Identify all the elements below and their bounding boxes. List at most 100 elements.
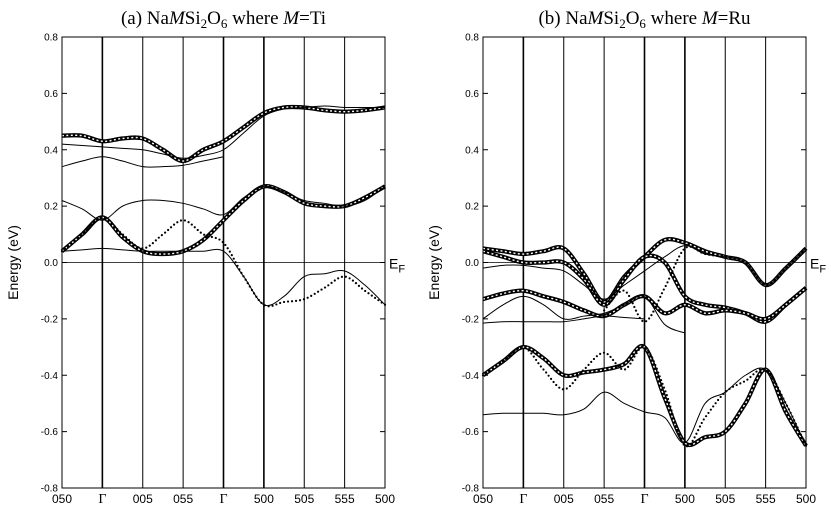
band-curve-6 [61,247,386,307]
band-curve-2 [482,245,807,300]
band-dot [504,357,508,361]
band-dot [657,299,660,302]
y-tick-label: -0.6 [462,427,480,438]
band-dot [617,365,620,368]
band-dot [674,262,677,265]
band-dot [290,300,294,303]
band-dot [618,290,621,293]
band-dot [662,386,666,389]
band-dot [169,226,173,229]
band-dot [629,298,633,301]
band-dot [636,313,639,316]
band-dot [712,405,715,408]
kpoint-label: Γ [219,492,227,507]
band-dot [631,302,634,305]
y-tick-label: -0.2 [41,314,59,325]
band-dot [193,226,196,229]
panel-ru: (b) NaMSi2O6 where M=Ru Energy (eV) 0.8 0.6… [426,8,826,507]
band-dot [749,375,752,379]
band-dot [348,277,351,280]
band-dot [568,384,572,388]
band-curve-fill [61,106,386,162]
kpoint-label: 005 [554,492,574,506]
band-dot [316,290,320,293]
band-dot [654,363,657,367]
band-dot [520,345,523,349]
band-dot [611,358,615,362]
band-dot [660,292,664,295]
band-dot [351,279,355,282]
band-dot [501,360,504,363]
band-dot [662,288,665,291]
band-dot [555,383,558,387]
band-dot [605,306,608,309]
band-dot [709,408,712,411]
band-dot [649,352,652,356]
band-dot [491,367,494,370]
band-dot [704,252,707,256]
band-dot [364,289,367,293]
band-dot [739,382,742,385]
band-dot [306,296,309,299]
band-dot [145,246,148,249]
band-dot [655,303,659,306]
band-dot [758,368,761,371]
band-dot [228,250,231,253]
band-dot [561,388,565,391]
band-dot [678,255,681,258]
band-dot [657,371,660,374]
band-dot [707,411,710,415]
band-dot [206,235,210,238]
band-dot [650,314,653,317]
band-dot [645,320,648,323]
band-dot [670,409,673,412]
band-dot [691,439,694,442]
band-dot [672,417,675,420]
band-dot [689,443,692,446]
band-dot [337,277,340,280]
panel-ti: (a) NaMSi2O6 where M=Ti Energy (eV) 0.8 0.6… [5,8,405,507]
band-dot [232,257,235,260]
band-dot [354,282,358,285]
band-dot [669,405,672,408]
band-dot [704,415,708,418]
kpoint-label: 005 [133,492,153,506]
band-dot [659,378,663,382]
band-dot [668,277,671,280]
band-curve-4 [61,185,386,221]
band-dot [157,236,160,239]
band-dot [224,243,227,247]
band-dot [160,233,163,237]
band-dot [167,228,170,232]
y-tick-label: 0.0 [465,258,479,269]
band-dot [498,362,501,365]
fermi-level-label: EF [810,256,826,276]
band-dot [93,220,96,223]
band-dot [735,383,738,387]
band-dot [698,425,702,428]
kpoint-label: 055 [594,492,614,506]
band-dot [226,247,229,250]
band-dot [330,281,333,284]
y-tick-label: 0.0 [44,258,58,269]
band-dot [659,295,662,298]
band-dot [628,294,631,298]
y-tick-label: 0.4 [465,145,479,156]
band-dot [344,275,347,278]
band-dot [516,347,520,350]
band-dot [652,310,655,313]
band-dot [606,353,609,356]
band-dot [673,421,676,424]
band-dot [530,352,533,355]
band-dot [495,364,498,368]
band-dot [214,236,217,240]
y-tick-label: -0.4 [462,371,480,382]
band-dot [678,436,681,439]
kpoint-label: 500 [375,492,395,506]
band-dot [571,382,574,385]
band-dot [676,428,679,431]
band-dot [581,369,584,372]
band-dot [141,247,144,250]
band-dot [693,436,696,439]
band-dot [67,244,70,248]
